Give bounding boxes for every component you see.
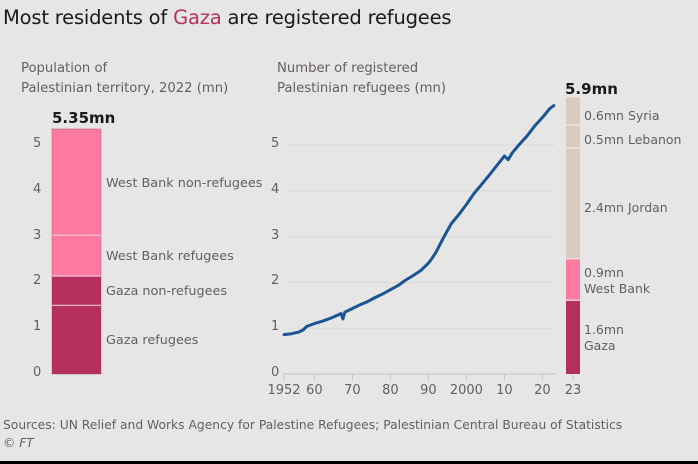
middle-x-tick-label: 60 [306, 383, 323, 398]
right-bar-segment [566, 97, 580, 126]
middle-x-tick-label: 20 [534, 383, 551, 398]
middle-y-tick-label: 2 [271, 273, 280, 289]
chart-title: Most residents of Gaza are registered re… [3, 6, 452, 29]
middle-y-tick-label: 3 [271, 227, 280, 243]
middle-y-tick-label: 1 [271, 319, 280, 335]
left-segment-label: West Bank non-refugees [106, 176, 263, 191]
title-after: are registered refugees [221, 6, 452, 29]
source-note: Sources: UN Relief and Works Agency for … [3, 418, 623, 432]
middle-subtitle-line-2: Palestinian refugees (mn) [277, 81, 446, 96]
right-segment-label: 1.6mn Gaza [584, 322, 624, 354]
left-bar-segment [52, 128, 101, 236]
middle-x-tick-label: 80 [382, 383, 399, 398]
left-segment-label: West Bank refugees [106, 249, 234, 264]
left-chart-subtitle: Population of Palestinian territory, 202… [21, 59, 228, 99]
left-y-tick-label: 5 [33, 136, 42, 151]
middle-y-tick-label: 5 [271, 136, 280, 151]
middle-x-tick-label: 10 [496, 383, 513, 398]
title-before: Most residents of [3, 6, 174, 29]
middle-x-tick-label: 90 [420, 383, 437, 398]
left-bar-segment [52, 305, 101, 374]
right-segment-label-line: 0.5mn Lebanon [584, 132, 682, 147]
left-total-label: 5.35mn [52, 109, 116, 127]
right-total-label: 5.9mn [565, 80, 618, 98]
right-bar-segment [566, 258, 580, 301]
middle-subtitle-line-1: Number of registered [277, 61, 419, 76]
right-bar-segment [566, 300, 580, 374]
middle-x-tick-label: 2000 [449, 383, 483, 398]
copyright: © FT [3, 436, 34, 450]
right-segment-label-line: West Bank [584, 281, 651, 296]
left-y-tick-label: 1 [33, 319, 42, 335]
middle-y-tick-label: 4 [271, 181, 280, 197]
right-segment-label: 0.9mn West Bank [584, 265, 650, 297]
middle-x-tick-label: 70 [344, 383, 361, 398]
right-segment-label-line: 1.6mn [584, 322, 624, 337]
left-bar-segment [52, 235, 101, 276]
right-segment-label: 0.5mn Lebanon [584, 132, 681, 148]
right-bar-segment [566, 125, 580, 149]
bottom-rule [0, 461, 698, 464]
left-segment-label: Gaza refugees [106, 333, 199, 348]
left-subtitle-line-1: Population of [21, 61, 108, 76]
left-subtitle-line-2: Palestinian territory, 2022 (mn) [21, 81, 229, 96]
refugees-line [282, 104, 556, 337]
right-segment-label: 2.4mn Jordan [584, 200, 668, 216]
left-y-tick-label: 0 [33, 365, 42, 380]
right-segment-label-line: Gaza [584, 338, 616, 353]
right-segment-label-line: 0.9mn [584, 265, 624, 280]
right-segment-label: 0.6mn Syria [584, 108, 660, 124]
middle-y-tick-label: 0 [271, 365, 280, 380]
left-y-tick-label: 4 [33, 181, 42, 197]
left-bar-outline [51, 128, 102, 375]
left-segment-label: Gaza non-refugees [106, 284, 228, 299]
right-segment-label-line: 2.4mn Jordan [584, 200, 668, 215]
right-segment-label-line: 0.6mn Syria [584, 108, 660, 123]
left-y-tick-label: 2 [33, 273, 42, 289]
title-highlight: Gaza [173, 6, 222, 29]
left-y-tick-label: 3 [33, 227, 42, 243]
middle-chart-subtitle: Number of registered Palestinian refugee… [277, 59, 446, 99]
right-x-tick-label: 23 [564, 383, 582, 398]
middle-x-tick-label: 1952 [267, 383, 301, 398]
right-bar-segment [566, 148, 580, 259]
left-bar-segment [52, 275, 101, 306]
